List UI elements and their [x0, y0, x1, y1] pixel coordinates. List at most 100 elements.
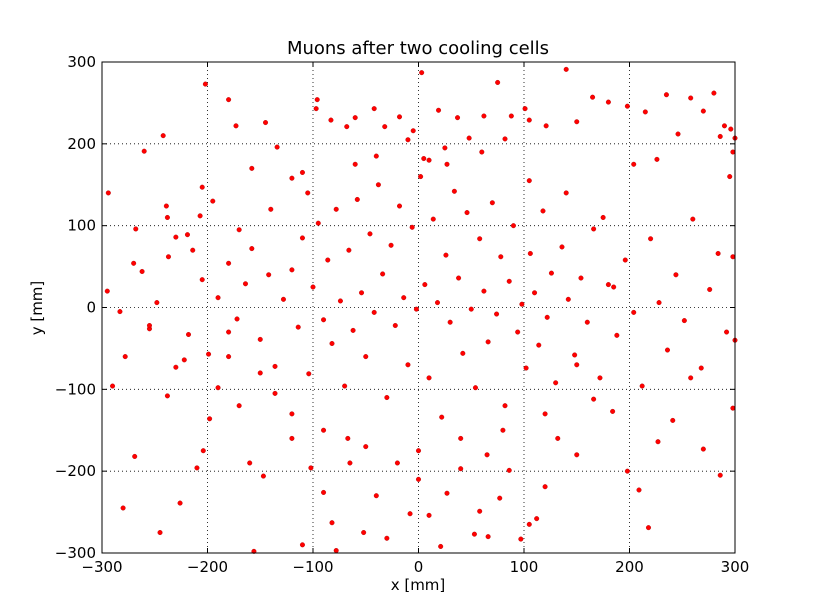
- axis-ticks: [101, 61, 736, 554]
- x-tick-label: 200: [615, 558, 644, 576]
- scatter-point: [352, 161, 358, 167]
- scatter-point: [160, 133, 166, 139]
- y-tick-label: −200: [55, 462, 96, 480]
- scatter-point: [257, 336, 263, 342]
- scatter-point: [421, 156, 427, 162]
- scatter-point: [164, 214, 170, 220]
- scatter-point: [717, 133, 723, 139]
- x-tick-label: −200: [187, 558, 228, 576]
- scatter-point: [215, 385, 221, 391]
- scatter-point: [563, 190, 569, 196]
- scatter-point: [681, 318, 687, 324]
- scatter-point: [527, 250, 533, 256]
- scatter-point: [133, 226, 139, 232]
- scatter-point: [268, 206, 274, 212]
- scatter-point: [314, 97, 320, 103]
- scatter-point: [260, 473, 266, 479]
- scatter-point: [548, 270, 554, 276]
- scatter-point: [347, 460, 353, 466]
- scatter-point: [495, 79, 501, 85]
- scatter-point: [543, 123, 549, 129]
- scatter-point: [289, 175, 295, 181]
- scatter-point: [526, 521, 532, 527]
- scatter-point: [181, 357, 187, 363]
- scatter-point: [233, 123, 239, 129]
- scatter-point: [724, 329, 730, 335]
- scatter-point: [295, 324, 301, 330]
- scatter-point: [305, 190, 311, 196]
- scatter-point: [154, 300, 160, 306]
- scatter-point: [574, 119, 580, 125]
- scatter-point: [234, 316, 240, 322]
- scatter-point: [700, 108, 706, 114]
- scatter-point: [361, 530, 367, 536]
- scatter-point: [363, 444, 369, 450]
- scatter-point: [645, 525, 651, 531]
- scatter-point: [500, 427, 506, 433]
- x-tick-label: −300: [81, 558, 122, 576]
- scatter-point: [418, 174, 424, 180]
- scatter-point: [117, 309, 123, 315]
- scatter-point: [426, 157, 432, 163]
- scatter-point: [436, 107, 442, 113]
- scatter-point: [325, 257, 331, 263]
- scatter-point: [559, 244, 565, 250]
- scatter-point: [442, 145, 448, 151]
- scatter-point: [352, 115, 358, 121]
- scatter-point: [715, 250, 721, 256]
- scatter-point: [494, 311, 500, 317]
- scatter-point: [173, 364, 179, 370]
- scatter-point: [397, 114, 403, 120]
- scatter-point: [655, 439, 661, 445]
- scatter-point: [375, 182, 381, 188]
- scatter-point: [242, 281, 248, 287]
- scatter-point: [648, 236, 654, 242]
- scatter-point: [721, 123, 727, 129]
- scatter-point: [373, 493, 379, 499]
- scatter-point: [430, 216, 436, 222]
- scatter-point: [397, 203, 403, 209]
- scatter-point: [614, 332, 620, 338]
- y-tick-label: −100: [55, 380, 96, 398]
- scatter-point: [542, 411, 548, 417]
- scatter-point: [464, 210, 470, 216]
- scatter-point: [526, 178, 532, 184]
- scatter-point: [534, 516, 540, 522]
- scatter-point: [711, 90, 717, 96]
- y-tick-label: 200: [67, 135, 96, 153]
- scatter-point: [444, 490, 450, 496]
- scatter-point: [456, 275, 462, 281]
- scatter-point: [416, 448, 422, 454]
- scatter-point: [416, 476, 422, 482]
- scatter-point: [337, 298, 343, 304]
- scatter-point: [519, 301, 525, 307]
- scatter-point: [344, 124, 350, 130]
- scatter-point: [506, 467, 512, 473]
- scatter-point: [591, 226, 597, 232]
- scatter-point: [565, 296, 571, 302]
- scatter-point: [346, 247, 352, 253]
- scatter-point: [502, 403, 508, 409]
- scatter-point: [190, 247, 196, 253]
- scatter-point: [333, 206, 339, 212]
- scatter-point: [329, 341, 335, 347]
- scatter-point: [249, 246, 255, 252]
- scatter-point: [394, 460, 400, 466]
- scatter-point: [388, 242, 394, 248]
- scatter-point: [611, 284, 617, 290]
- scatter-point: [654, 156, 660, 162]
- scatter-point: [206, 351, 212, 357]
- scatter-point: [468, 306, 474, 312]
- scatter-point: [321, 489, 327, 495]
- scatter-point: [688, 375, 694, 381]
- scatter-point: [458, 435, 464, 441]
- x-axis-label: x [mm]: [391, 576, 446, 594]
- scatter-point: [401, 295, 407, 301]
- scatter-point: [460, 350, 466, 356]
- scatter-point: [299, 235, 305, 241]
- scatter-point: [289, 435, 295, 441]
- scatter-point: [274, 144, 280, 150]
- scatter-point: [578, 275, 584, 281]
